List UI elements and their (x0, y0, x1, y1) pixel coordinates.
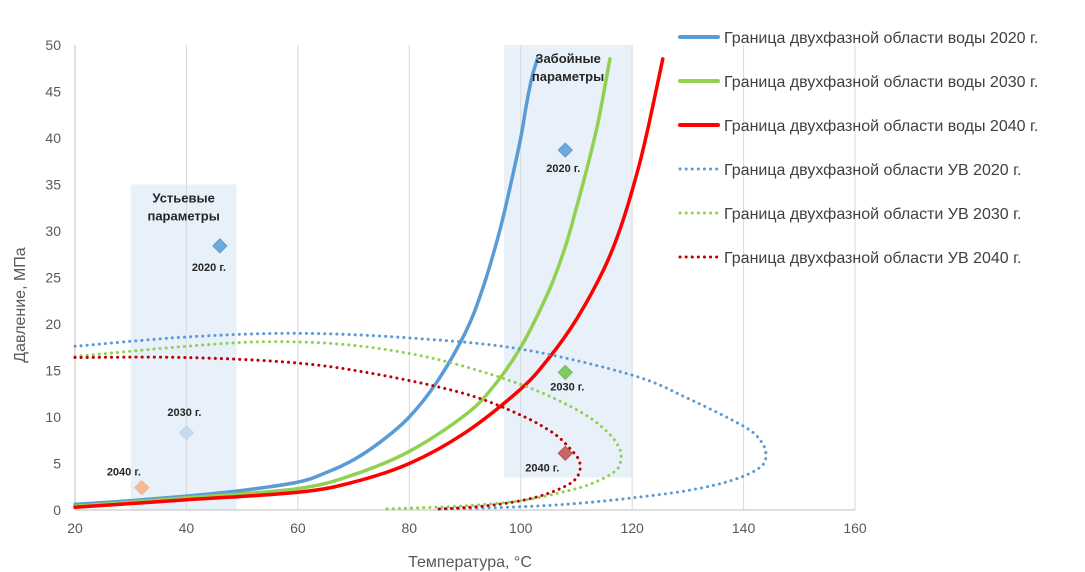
axes: 20 40 60 80 100 120 140 160 0 5 10 15 20 25 30 35 40 45 50 (45, 37, 866, 536)
region-label-1-2: параметры (147, 209, 219, 224)
x-axis-title: Температура, °С (408, 554, 532, 571)
y-tick-label-15: 15 (45, 363, 61, 379)
x-tick-label-60: 60 (290, 520, 306, 536)
legend-label-6: Граница двухфазной области УВ 2040 г. (724, 250, 1021, 267)
series-line-4 (73, 331, 768, 511)
legend: Граница двухфазной области воды 2020 г. Г… (678, 30, 1038, 267)
data-point-2 (178, 425, 195, 441)
region-2 (504, 45, 633, 478)
y-tick-label-20: 20 (45, 316, 61, 332)
grid-lines (185, 45, 856, 510)
series-line-6 (73, 355, 582, 511)
series-lines (73, 57, 768, 511)
y-tick-label-35: 35 (45, 177, 61, 193)
legend-label-3: Граница двухфазной области воды 2040 г. (724, 118, 1038, 135)
series-line-1 (73, 57, 540, 507)
x-tick-label-160: 160 (843, 520, 867, 536)
x-tick-label-80: 80 (401, 520, 417, 536)
data-point-label-3: 2040 г. (107, 467, 141, 479)
data-point-label-4: 2020 г. (546, 163, 580, 175)
data-point-label-6: 2040 г. (525, 462, 559, 474)
y-axis-title: Давление, МПа (12, 247, 29, 362)
y-tick-label-10: 10 (45, 409, 61, 425)
region-label-2-1: Забойные (535, 51, 601, 66)
y-tick-label-25: 25 (45, 270, 61, 286)
series-line-2 (73, 57, 612, 509)
data-points (134, 142, 573, 496)
x-tick-label-140: 140 (732, 520, 756, 536)
region-label-2-2: параметры (532, 69, 604, 84)
data-point-6 (557, 445, 573, 461)
y-tick-label-30: 30 (45, 223, 61, 239)
series-line-3 (73, 57, 665, 509)
x-tick-label-100: 100 (509, 520, 533, 536)
y-tick-label-5: 5 (53, 456, 61, 472)
x-tick-label-20: 20 (67, 520, 83, 536)
legend-label-5: Граница двухфазной области УВ 2030 г. (724, 206, 1021, 223)
data-point-4 (557, 142, 573, 158)
x-tick-label-40: 40 (179, 520, 195, 536)
data-point-5 (557, 364, 573, 381)
data-point-label-5: 2030 г. (550, 381, 584, 393)
data-point-label-1: 2020 г. (192, 262, 226, 274)
region-label-1-1: Устьевые (152, 191, 214, 206)
y-tick-label-45: 45 (45, 84, 61, 100)
legend-label-1: Граница двухфазной области воды 2020 г. (724, 30, 1038, 47)
legend-label-4: Граница двухфазной области УВ 2020 г. (724, 162, 1021, 179)
y-tick-label-50: 50 (45, 37, 61, 53)
y-tick-label-0: 0 (53, 502, 61, 518)
data-point-label-2: 2030 г. (167, 407, 201, 419)
data-point-3 (134, 479, 150, 496)
data-point-1 (212, 238, 228, 254)
legend-label-2: Граница двухфазной области воды 2030 г. (724, 74, 1038, 91)
y-tick-label-40: 40 (45, 130, 61, 146)
x-tick-label-120: 120 (620, 520, 644, 536)
chart-labels: Устьевые параметры Забойные параметры 2020 г… (107, 51, 604, 479)
